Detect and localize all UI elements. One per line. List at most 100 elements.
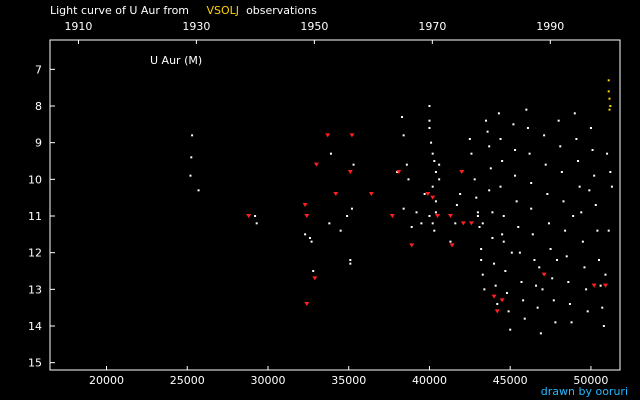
upper-limit-mark (602, 283, 608, 288)
data-point (191, 134, 194, 137)
data-point (350, 207, 353, 210)
top-tick-label: 1970 (418, 20, 446, 33)
x-tick-label: 45000 (493, 374, 528, 387)
data-point (480, 259, 483, 261)
data-point (533, 259, 536, 261)
data-point (475, 196, 478, 199)
data-point (554, 321, 557, 324)
data-point (559, 145, 562, 148)
data-point (496, 303, 499, 305)
y-tick-label: 11 (28, 210, 42, 223)
data-point (501, 160, 504, 162)
data-point (515, 200, 518, 203)
data-point (525, 108, 528, 111)
data-point (522, 299, 525, 302)
data-point (499, 185, 502, 188)
data-point (501, 233, 504, 236)
data-point (468, 138, 471, 140)
data-point (504, 270, 507, 272)
y-axis-ticks: 7 8 9 10 11 12 13 14 15 (28, 63, 55, 370)
data-point (604, 273, 607, 276)
x-tick-label: 50000 (573, 374, 608, 387)
y-tick-label: 13 (28, 283, 42, 296)
y-tick-label: 7 (35, 63, 42, 76)
upper-limit-mark (425, 192, 431, 196)
upper-limit-mark (302, 203, 308, 207)
data-point (420, 222, 423, 225)
data-point (530, 207, 533, 210)
data-point (254, 215, 257, 217)
title-suffix: observations (246, 4, 317, 17)
data-point (609, 171, 612, 173)
data-point (190, 156, 193, 159)
data-point (423, 193, 426, 195)
data-point (531, 233, 534, 236)
data-point (405, 163, 408, 166)
star-label: U Aur (M) (150, 54, 202, 67)
data-point (428, 119, 431, 122)
upper-limit-mark (409, 243, 415, 248)
data-point (551, 277, 554, 280)
upper-limit-mark (368, 192, 374, 196)
x-tick-label: 35000 (331, 374, 366, 387)
data-point (573, 112, 576, 115)
upper-limit-mark (349, 133, 355, 138)
data-point (497, 112, 500, 115)
data-point (476, 211, 479, 214)
data-point (197, 189, 200, 192)
data-point (588, 189, 591, 192)
data-point (481, 273, 484, 276)
data-point (509, 328, 512, 331)
upper-limit-mark (491, 294, 497, 299)
data-point (510, 251, 513, 254)
data-point (502, 215, 505, 217)
upper-limit-mark (313, 162, 319, 167)
data-point (449, 240, 452, 243)
x-tick-label: 40000 (412, 374, 447, 387)
data-point (473, 178, 476, 181)
upper-limit-mark (459, 170, 465, 174)
upper-limit-mark (499, 298, 505, 303)
data-point (541, 288, 544, 291)
data-point (601, 306, 604, 309)
data-point (428, 215, 431, 217)
data-point (434, 171, 437, 173)
data-point (526, 127, 529, 129)
data-point (352, 163, 355, 166)
data-point (396, 171, 399, 173)
title-source: VSOLJ (206, 4, 240, 17)
upper-limit-mark (304, 302, 310, 306)
data-point (572, 215, 575, 217)
data-point (557, 119, 560, 122)
data-point (535, 284, 538, 287)
x-axis-ticks: 20000 25000 30000 35000 40000 45000 50000 (89, 366, 608, 387)
data-point (586, 310, 589, 313)
data-point (410, 226, 413, 228)
data-point (608, 97, 611, 100)
data-point (310, 240, 313, 243)
y-tick-label: 12 (28, 247, 42, 260)
data-point (502, 240, 505, 243)
data-point (577, 160, 580, 162)
y-tick-label: 8 (35, 100, 42, 113)
data-point (484, 119, 487, 122)
data-point (455, 204, 458, 206)
data-point (339, 229, 342, 232)
data-point (528, 152, 531, 155)
data-point (602, 325, 605, 327)
top-tick-label: 1910 (64, 20, 92, 33)
data-point (489, 167, 492, 170)
data-point (438, 163, 441, 166)
data-point (459, 193, 462, 195)
data-point (514, 149, 517, 151)
data-point (520, 281, 523, 283)
data-point (470, 152, 473, 155)
y-tick-label: 14 (28, 320, 42, 333)
data-point (567, 281, 570, 283)
upper-limit-mark (312, 276, 318, 281)
data-point (593, 174, 596, 177)
data-point (494, 284, 497, 287)
data-point (556, 259, 559, 261)
data-point (505, 292, 508, 294)
data-point (606, 152, 609, 155)
